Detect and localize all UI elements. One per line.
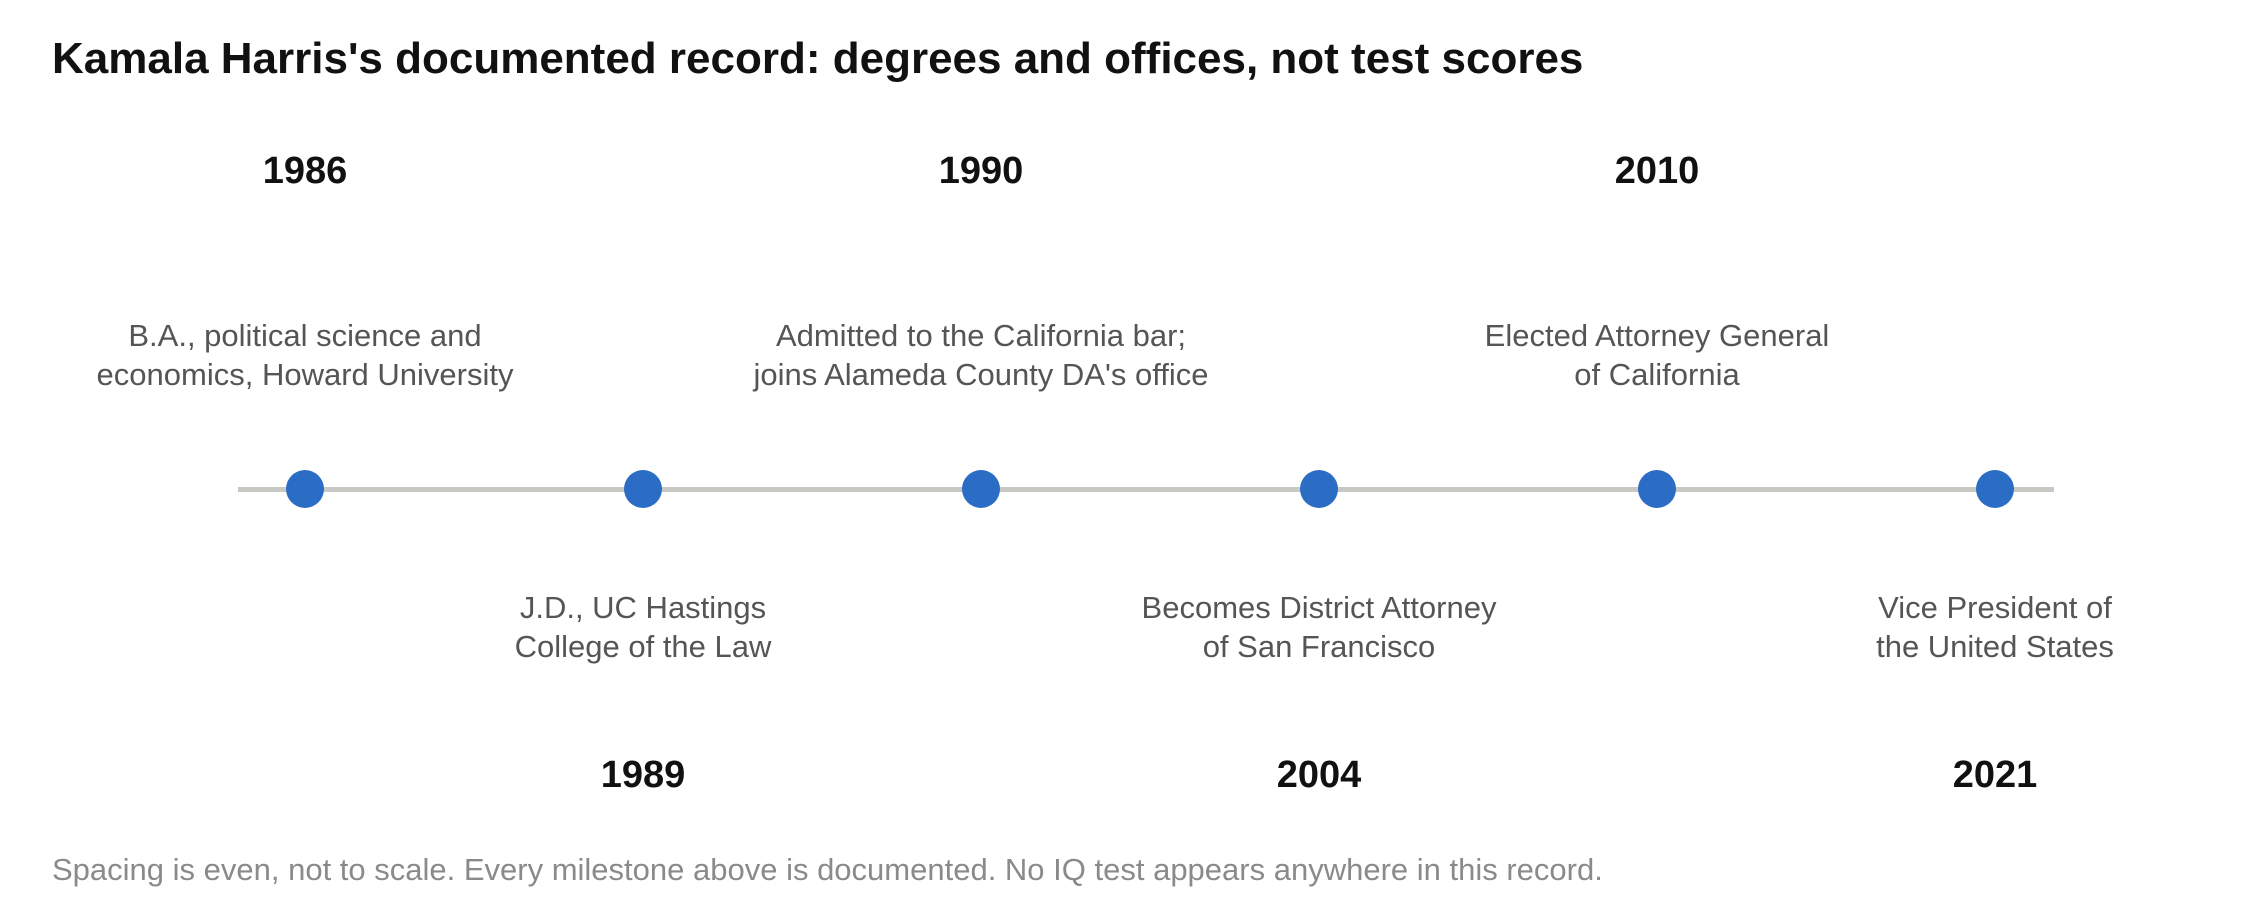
event-label-1986: B.A., political science and economics, H… <box>97 316 514 394</box>
event-year-2021: 2021 <box>1952 754 2038 796</box>
event-label-line: Becomes District Attorney <box>1141 590 1497 625</box>
event-marker-2004 <box>1300 470 1338 508</box>
footnote: Spacing is even, not to scale. Every mil… <box>52 852 1603 887</box>
event-label-line: of San Francisco <box>1202 629 1436 664</box>
event-marker-2010 <box>1638 470 1676 508</box>
event-label-line: economics, Howard University <box>96 357 514 392</box>
event-year-2010: 2010 <box>1614 150 1700 192</box>
chart-title: Kamala Harris's documented record: degre… <box>52 34 1584 83</box>
event-year-1986: 1986 <box>262 150 348 192</box>
timeline-axis <box>238 487 2054 492</box>
event-marker-1990 <box>962 470 1000 508</box>
event-label-line: J.D., UC Hastings <box>519 590 767 625</box>
event-year-1989: 1989 <box>600 754 686 796</box>
event-marker-1989 <box>624 470 662 508</box>
event-label-line: Vice President of <box>1878 590 2112 625</box>
event-marker-2021 <box>1976 470 2014 508</box>
event-label-2021: Vice President of the United States <box>1876 588 2114 666</box>
event-label-line: the United States <box>1876 629 2114 664</box>
event-label-2010: Elected Attorney General of California <box>1485 316 1830 394</box>
event-label-1989: J.D., UC Hastings College of the Law <box>515 588 772 666</box>
event-label-line: Admitted to the California bar; <box>775 318 1187 353</box>
event-label-2004: Becomes District Attorney of San Francis… <box>1142 588 1497 666</box>
event-label-line: College of the Law <box>514 629 772 664</box>
event-label-line: joins Alameda County DA's office <box>753 357 1209 392</box>
event-year-1990: 1990 <box>938 150 1024 192</box>
event-label-line: Elected Attorney General <box>1484 318 1830 353</box>
event-year-2004: 2004 <box>1276 754 1362 796</box>
event-label-1990: Admitted to the California bar; joins Al… <box>753 316 1208 394</box>
event-label-line: of California <box>1574 357 1740 392</box>
event-marker-1986 <box>286 470 324 508</box>
event-label-line: B.A., political science and <box>128 318 482 353</box>
